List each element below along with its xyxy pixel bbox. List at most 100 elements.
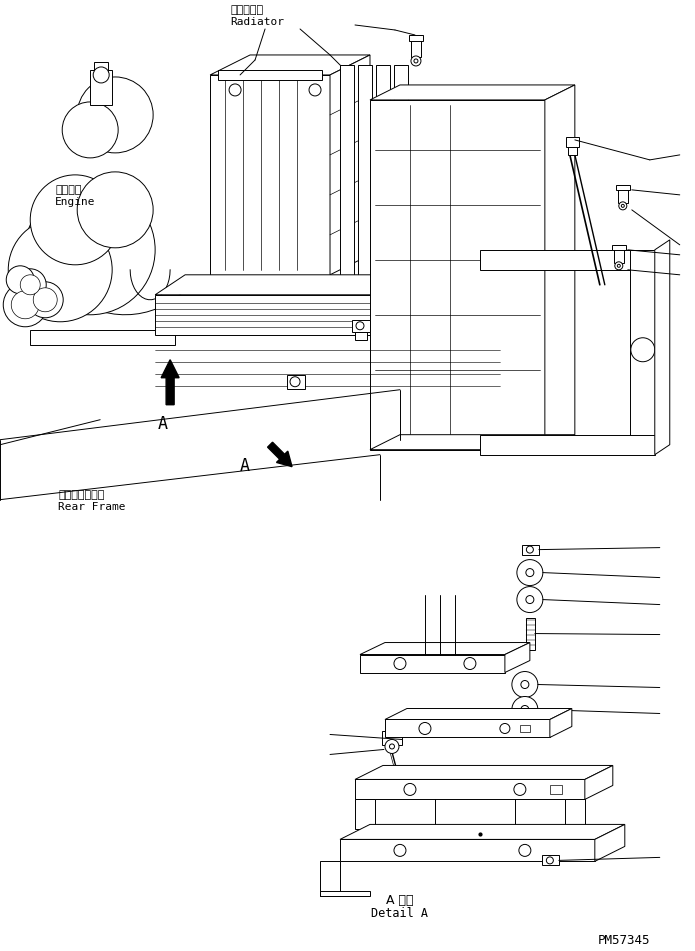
Circle shape	[419, 723, 431, 734]
FancyArrow shape	[268, 442, 292, 467]
Bar	[155, 295, 500, 335]
Bar	[340, 65, 354, 284]
Polygon shape	[480, 435, 655, 455]
Bar	[376, 65, 390, 284]
Polygon shape	[340, 825, 625, 840]
Bar	[520, 726, 530, 732]
Polygon shape	[355, 800, 375, 829]
Circle shape	[63, 102, 118, 158]
Bar	[550, 786, 562, 794]
Bar	[355, 780, 584, 800]
Circle shape	[14, 269, 46, 301]
Circle shape	[414, 59, 418, 63]
Circle shape	[526, 546, 533, 553]
Circle shape	[619, 202, 627, 210]
Text: Detail A: Detail A	[371, 907, 428, 921]
Bar	[382, 731, 402, 746]
Circle shape	[514, 784, 526, 795]
Bar	[614, 244, 624, 262]
Bar	[340, 840, 595, 862]
Bar	[218, 70, 322, 80]
Bar	[287, 375, 305, 389]
Bar	[522, 545, 539, 554]
Bar	[618, 184, 628, 203]
Circle shape	[356, 321, 364, 330]
Circle shape	[30, 175, 120, 264]
Circle shape	[3, 282, 47, 327]
Circle shape	[11, 291, 39, 319]
Bar	[616, 184, 630, 190]
Text: リヤーフレーム: リヤーフレーム	[58, 490, 104, 499]
Circle shape	[521, 681, 529, 689]
Circle shape	[33, 288, 57, 312]
Circle shape	[521, 706, 529, 713]
Polygon shape	[584, 766, 613, 800]
Polygon shape	[330, 55, 370, 275]
Circle shape	[77, 77, 153, 153]
Polygon shape	[505, 643, 530, 672]
Circle shape	[464, 657, 476, 670]
Text: PM57345: PM57345	[598, 934, 651, 947]
Circle shape	[621, 204, 624, 207]
Circle shape	[500, 724, 510, 733]
Circle shape	[309, 84, 321, 96]
Circle shape	[394, 657, 406, 670]
Text: ラジエータ: ラジエータ	[230, 5, 263, 15]
Circle shape	[404, 784, 416, 795]
Polygon shape	[30, 330, 175, 345]
Bar	[385, 720, 550, 737]
Polygon shape	[355, 766, 613, 780]
Bar	[612, 244, 626, 250]
Circle shape	[526, 569, 534, 576]
Circle shape	[546, 857, 553, 864]
Polygon shape	[630, 250, 655, 450]
Polygon shape	[210, 55, 370, 75]
Bar	[352, 320, 370, 332]
Circle shape	[93, 67, 109, 83]
Text: A: A	[240, 456, 250, 475]
Polygon shape	[480, 250, 655, 270]
Polygon shape	[595, 825, 625, 862]
Polygon shape	[545, 85, 575, 450]
Circle shape	[394, 844, 406, 857]
Polygon shape	[370, 435, 575, 450]
Circle shape	[27, 281, 63, 318]
Bar	[409, 35, 423, 41]
Bar	[370, 100, 545, 450]
Circle shape	[389, 744, 395, 749]
Bar	[355, 332, 367, 340]
FancyArrow shape	[161, 359, 179, 405]
Bar	[90, 70, 112, 105]
Bar	[411, 35, 421, 57]
Text: Engine: Engine	[55, 197, 96, 207]
Polygon shape	[320, 862, 340, 897]
Circle shape	[519, 844, 531, 857]
Circle shape	[517, 587, 543, 612]
Text: A: A	[158, 415, 168, 433]
Circle shape	[6, 266, 34, 294]
Circle shape	[615, 262, 623, 270]
Polygon shape	[655, 240, 670, 455]
Bar	[526, 617, 535, 650]
Circle shape	[517, 559, 543, 586]
Text: Rear Frame: Rear Frame	[58, 501, 126, 512]
Circle shape	[631, 338, 655, 361]
Bar	[566, 137, 579, 146]
Polygon shape	[385, 708, 572, 720]
Bar	[210, 75, 330, 275]
Circle shape	[411, 56, 421, 66]
Bar	[360, 654, 505, 672]
Polygon shape	[320, 891, 370, 897]
Bar	[95, 62, 108, 72]
Polygon shape	[360, 643, 530, 654]
Bar	[542, 855, 559, 865]
Circle shape	[8, 218, 112, 321]
Circle shape	[526, 595, 534, 604]
Circle shape	[20, 275, 40, 295]
Polygon shape	[550, 708, 572, 737]
Circle shape	[512, 671, 538, 697]
Circle shape	[229, 84, 241, 96]
Text: Radiator: Radiator	[230, 17, 284, 27]
Circle shape	[512, 696, 538, 723]
Bar	[394, 65, 408, 284]
